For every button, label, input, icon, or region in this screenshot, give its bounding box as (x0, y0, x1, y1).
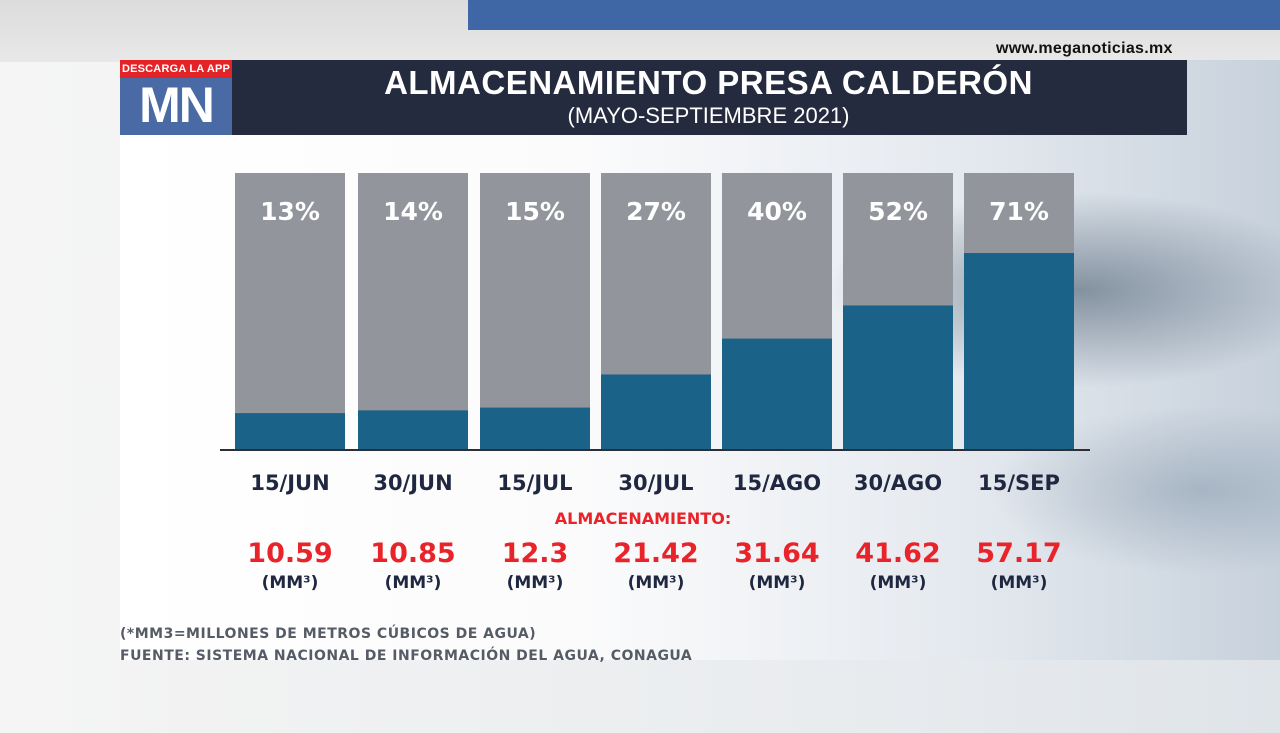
bar-fill (964, 253, 1074, 449)
storage-unit: (MM³) (870, 573, 927, 593)
x-tick-label: 30/JUL (618, 471, 693, 495)
x-tick-label: 15/SEP (978, 471, 1060, 495)
bar-background (358, 173, 468, 449)
percent-label: 13% (260, 197, 320, 226)
percent-label: 27% (626, 197, 686, 226)
storage-value: 41.62 (855, 538, 940, 569)
logo-text: MN (139, 77, 215, 133)
x-tick-label: 30/AGO (854, 471, 942, 495)
storage-unit: (MM³) (749, 573, 806, 593)
percent-label: 52% (868, 197, 928, 226)
storage-value: 10.59 (247, 538, 332, 569)
percent-label: 40% (747, 197, 807, 226)
bar-background (480, 173, 590, 449)
chart-title: ALMACENAMIENTO PRESA CALDERÓN (384, 64, 1033, 101)
storage-unit: (MM³) (385, 573, 442, 593)
footnote-source: FUENTE: SISTEMA NACIONAL DE INFORMACIÓN … (120, 648, 693, 664)
chart-subtitle: (MAYO-SEPTIEMBRE 2021) (567, 103, 850, 128)
storage-value: 31.64 (734, 538, 819, 569)
mn-logo[interactable]: DESCARGA LA APP MN (120, 60, 232, 135)
percent-label: 14% (383, 197, 443, 226)
bar-background (235, 173, 345, 449)
footnote-units: (*MM3=MILLONES DE METROS CÚBICOS DE AGUA… (120, 626, 537, 642)
x-tick-label: 15/AGO (733, 471, 821, 495)
bar-fill (601, 374, 711, 449)
bar-fill (843, 305, 953, 449)
storage-unit: (MM³) (628, 573, 685, 593)
storage-value: 12.3 (502, 538, 569, 569)
storage-heading: ALMACENAMIENTO: (555, 509, 731, 528)
bar-fill (722, 338, 832, 449)
storage-unit: (MM³) (262, 573, 319, 593)
storage-value: 57.17 (976, 538, 1061, 569)
x-tick-label: 15/JUL (497, 471, 572, 495)
bar-fill (235, 413, 345, 449)
site-url[interactable]: www.meganoticias.mx (996, 40, 1173, 57)
storage-value: 10.85 (370, 538, 455, 569)
title-bar (230, 60, 1187, 135)
storage-unit: (MM³) (507, 573, 564, 593)
percent-label: 15% (505, 197, 565, 226)
percent-label: 71% (989, 197, 1049, 226)
top-accent-bar (468, 0, 1280, 30)
download-app-ribbon[interactable]: DESCARGA LA APP (120, 60, 232, 78)
bar-fill (480, 407, 590, 449)
x-tick-label: 15/JUN (250, 471, 329, 495)
bar-fill (358, 410, 468, 449)
storage-unit: (MM³) (991, 573, 1048, 593)
bottom-band (120, 660, 1280, 733)
x-tick-label: 30/JUN (373, 471, 452, 495)
storage-value: 21.42 (613, 538, 698, 569)
